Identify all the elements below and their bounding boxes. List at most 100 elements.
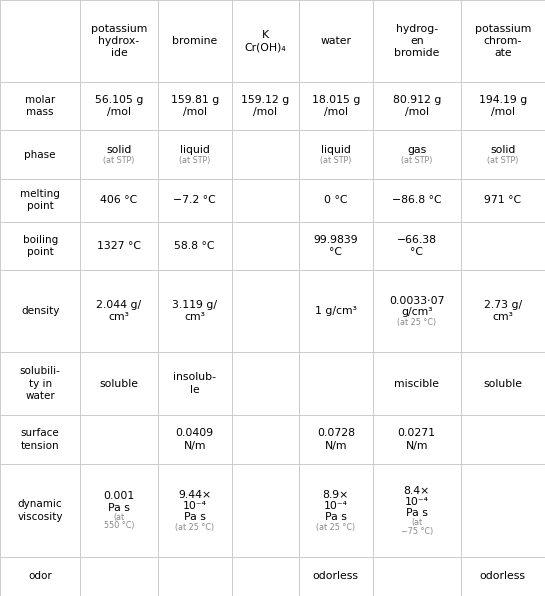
Text: −66.38
°C: −66.38 °C <box>397 235 437 257</box>
Text: 9.44×: 9.44× <box>178 490 211 500</box>
Bar <box>373 179 461 222</box>
Text: dynamic
viscosity: dynamic viscosity <box>17 499 63 522</box>
Text: 10⁻⁴: 10⁻⁴ <box>183 501 207 511</box>
Text: gas: gas <box>407 145 426 156</box>
Bar <box>461 557 545 596</box>
Bar <box>373 464 461 557</box>
Bar <box>80 352 158 415</box>
Text: molar
mass: molar mass <box>25 95 55 117</box>
Bar <box>0 0 80 82</box>
Text: surface
tension: surface tension <box>21 429 59 451</box>
Bar <box>299 352 373 415</box>
Text: density: density <box>21 306 59 316</box>
Text: 18.015 g
/mol: 18.015 g /mol <box>312 95 360 117</box>
Text: 0.0033⋅07: 0.0033⋅07 <box>389 296 445 306</box>
Text: 8.4×: 8.4× <box>404 486 430 496</box>
Bar <box>158 0 232 82</box>
Text: odor: odor <box>28 572 52 582</box>
Bar <box>299 222 373 270</box>
Bar <box>373 415 461 464</box>
Text: (at: (at <box>113 513 125 522</box>
Text: 0.0728
N/m: 0.0728 N/m <box>317 429 355 451</box>
Text: soluble: soluble <box>483 378 522 389</box>
Bar <box>0 557 80 596</box>
Bar <box>232 222 299 270</box>
Bar <box>0 352 80 415</box>
Bar <box>299 557 373 596</box>
Text: solid: solid <box>490 145 516 156</box>
Text: 2.044 g/
cm³: 2.044 g/ cm³ <box>96 300 142 322</box>
Bar <box>0 270 80 352</box>
Bar <box>373 270 461 352</box>
Text: 56.105 g
/mol: 56.105 g /mol <box>95 95 143 117</box>
Bar <box>0 415 80 464</box>
Bar <box>232 464 299 557</box>
Bar <box>299 131 373 179</box>
Bar <box>232 179 299 222</box>
Text: (at 25 °C): (at 25 °C) <box>397 318 437 327</box>
Bar <box>373 0 461 82</box>
Bar <box>158 222 232 270</box>
Bar <box>80 270 158 352</box>
Bar <box>461 131 545 179</box>
Text: −7.2 °C: −7.2 °C <box>173 195 216 205</box>
Text: 99.9839
°C: 99.9839 °C <box>313 235 358 257</box>
Bar <box>461 352 545 415</box>
Text: water: water <box>320 36 352 46</box>
Text: 1 g/cm³: 1 g/cm³ <box>315 306 357 316</box>
Text: miscible: miscible <box>394 378 439 389</box>
Text: Pa s: Pa s <box>184 513 205 522</box>
Text: 0.0409
N/m: 0.0409 N/m <box>175 429 214 451</box>
Bar <box>373 557 461 596</box>
Text: 10⁻⁴: 10⁻⁴ <box>324 501 348 511</box>
Text: Pa s: Pa s <box>406 508 428 518</box>
Bar <box>299 179 373 222</box>
Text: hydrog-
en
bromide: hydrog- en bromide <box>394 24 439 58</box>
Bar <box>80 0 158 82</box>
Bar <box>461 270 545 352</box>
Bar <box>158 179 232 222</box>
Bar <box>80 82 158 131</box>
Text: 159.81 g
/mol: 159.81 g /mol <box>171 95 219 117</box>
Text: (at STP): (at STP) <box>401 156 432 164</box>
Bar <box>299 270 373 352</box>
Bar <box>232 352 299 415</box>
Text: (at STP): (at STP) <box>320 156 352 164</box>
Text: 8.9×: 8.9× <box>323 490 349 500</box>
Bar <box>80 131 158 179</box>
Text: −86.8 °C: −86.8 °C <box>392 195 441 205</box>
Text: odorless: odorless <box>480 572 526 582</box>
Text: (at 25 °C): (at 25 °C) <box>316 523 355 532</box>
Text: potassium
hydrox-
ide: potassium hydrox- ide <box>91 24 147 58</box>
Text: 2.73 g/
cm³: 2.73 g/ cm³ <box>484 300 522 322</box>
Bar <box>461 415 545 464</box>
Text: 3.119 g/
cm³: 3.119 g/ cm³ <box>172 300 217 322</box>
Text: 971 °C: 971 °C <box>484 195 522 205</box>
Text: (at STP): (at STP) <box>179 156 210 164</box>
Bar <box>299 0 373 82</box>
Bar <box>373 222 461 270</box>
Text: K
Cr(OH)₄: K Cr(OH)₄ <box>244 30 286 52</box>
Text: 406 °C: 406 °C <box>100 195 138 205</box>
Bar <box>373 82 461 131</box>
Bar <box>461 82 545 131</box>
Bar <box>232 557 299 596</box>
Text: boiling
point: boiling point <box>22 235 58 257</box>
Text: −75 °C): −75 °C) <box>401 527 433 536</box>
Bar <box>373 352 461 415</box>
Bar <box>461 179 545 222</box>
Text: g/cm³: g/cm³ <box>401 308 433 318</box>
Bar <box>0 222 80 270</box>
Bar <box>80 415 158 464</box>
Bar <box>158 557 232 596</box>
Bar <box>299 415 373 464</box>
Text: solid: solid <box>106 145 132 156</box>
Bar <box>158 415 232 464</box>
Text: 1327 °C: 1327 °C <box>97 241 141 251</box>
Bar <box>0 464 80 557</box>
Text: (at: (at <box>411 519 422 527</box>
Text: 0.001: 0.001 <box>104 492 135 501</box>
Bar <box>299 464 373 557</box>
Text: (at 25 °C): (at 25 °C) <box>175 523 214 532</box>
Bar <box>232 415 299 464</box>
